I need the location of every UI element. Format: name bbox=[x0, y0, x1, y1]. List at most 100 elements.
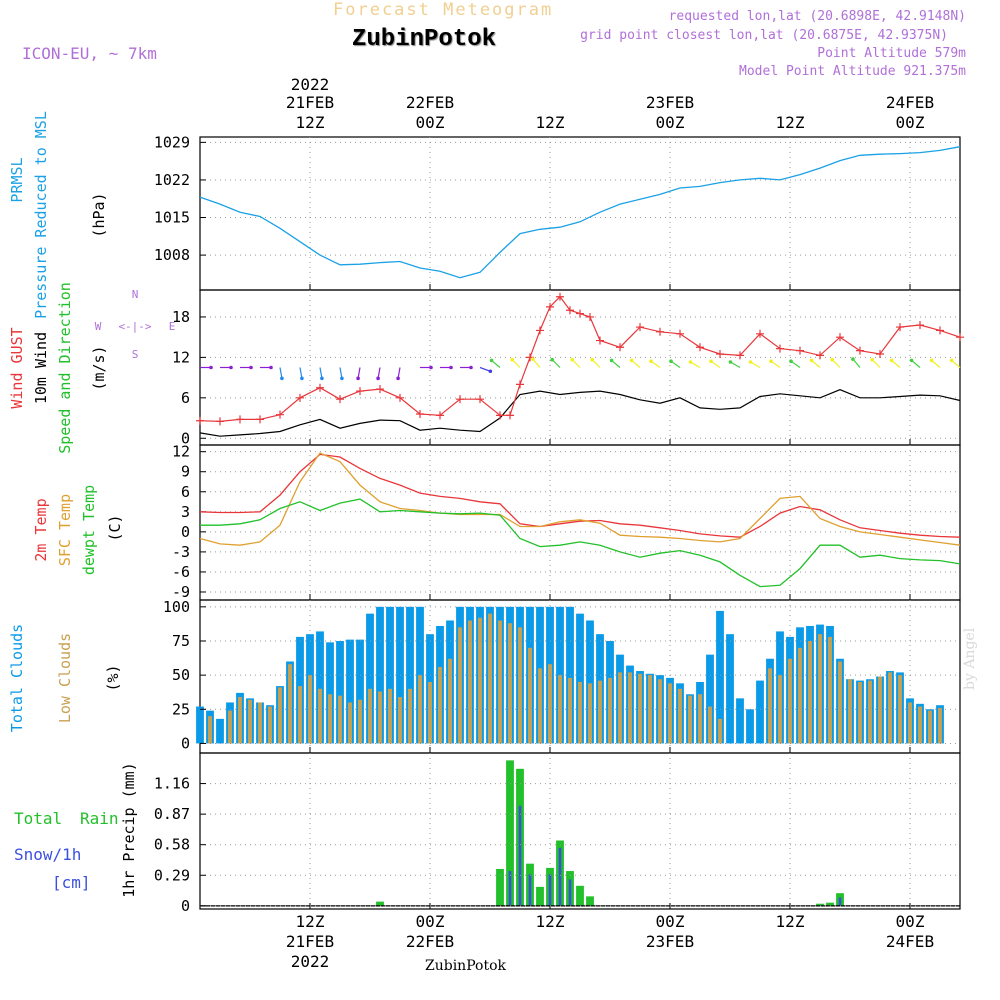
closest-coords: grid point closest lon,lat (20.6875E, 42… bbox=[580, 28, 948, 43]
wind-arrow-head bbox=[909, 358, 914, 363]
wind-arrow-head bbox=[550, 357, 555, 362]
pressure-unit: (hPa) bbox=[90, 192, 108, 237]
wind-arrow-head bbox=[590, 357, 595, 362]
top-hour-label: 00Z bbox=[656, 113, 685, 132]
wind-label: 10m Wind bbox=[32, 332, 50, 404]
model-name: ICON-EU, ~ 7km bbox=[22, 44, 157, 63]
total-cloud-bar bbox=[586, 620, 594, 744]
top-hour-label: 12Z bbox=[776, 113, 805, 132]
precip-total-bar bbox=[816, 903, 824, 906]
low-cloud-bar bbox=[808, 640, 812, 744]
value-tick-label: 25 bbox=[172, 700, 190, 718]
gust-marker bbox=[376, 385, 384, 394]
gust-marker bbox=[656, 327, 664, 336]
product-title: Forecast Meteogram bbox=[333, 0, 554, 20]
precip-total-bar bbox=[376, 901, 384, 906]
low-cloud-bar bbox=[918, 706, 922, 744]
wind-arrow-head bbox=[510, 357, 515, 362]
gust-marker bbox=[876, 350, 884, 359]
low-cloud-bar bbox=[488, 613, 492, 744]
value-tick-label: 0.58 bbox=[154, 836, 190, 854]
low-cloud-bar bbox=[628, 672, 632, 744]
station-title: ZubinPotok bbox=[352, 26, 497, 53]
value-tick-label: 0.29 bbox=[154, 866, 190, 884]
wind-arrow-head bbox=[300, 376, 304, 381]
gust-marker bbox=[586, 312, 594, 321]
wind-arrow-head bbox=[570, 357, 575, 362]
model-altitude: Model Point Altitude 921.375m bbox=[739, 64, 966, 79]
total-cloud-bar bbox=[316, 631, 324, 744]
wind-direction-arrow bbox=[852, 358, 861, 368]
bottom-date-label: 22FEB bbox=[406, 932, 454, 951]
panel-frame-4 bbox=[199, 752, 961, 910]
gust-marker bbox=[736, 351, 744, 360]
low-cloud-bar bbox=[358, 699, 362, 744]
wind-arrow-head bbox=[851, 357, 855, 361]
gust-marker bbox=[516, 380, 524, 389]
wind-arrow-head bbox=[340, 376, 344, 381]
wind-arrow-head bbox=[429, 365, 433, 370]
gust-marker bbox=[436, 411, 444, 420]
wind-direction-arrow bbox=[690, 361, 701, 369]
total-cloud-bar bbox=[726, 634, 734, 744]
wind-arrow-head bbox=[830, 357, 835, 362]
total-cloud-label: Total Clouds bbox=[8, 624, 26, 732]
low-cloud-bar bbox=[638, 673, 642, 744]
gust-marker bbox=[896, 323, 904, 332]
gust-marker bbox=[676, 329, 684, 338]
low-cloud-bar bbox=[588, 683, 592, 744]
precip-total-bar bbox=[826, 902, 834, 906]
wind-direction-arrow bbox=[650, 360, 661, 368]
gust-marker bbox=[536, 326, 544, 335]
low-cloud-bar bbox=[388, 688, 392, 744]
gust-marker bbox=[576, 309, 584, 318]
low-cloud-bar bbox=[868, 680, 872, 744]
value-tick-label: -9 bbox=[172, 583, 190, 601]
compass-north: N bbox=[132, 288, 139, 301]
gust-marker bbox=[476, 395, 484, 404]
total-cloud-bar bbox=[736, 698, 744, 744]
low-cloud-bar bbox=[398, 696, 402, 744]
precip-total-label: Total bbox=[14, 809, 62, 828]
value-tick-label: 100 bbox=[163, 598, 190, 616]
wind-arrow-head bbox=[789, 359, 793, 363]
low-cloud-bar bbox=[208, 716, 212, 744]
snow-bar bbox=[838, 897, 842, 906]
wind-direction-arrow bbox=[397, 367, 401, 379]
wind-speed-line bbox=[199, 389, 961, 437]
gust-marker bbox=[396, 393, 404, 402]
wind-arrow-head bbox=[649, 359, 653, 363]
temp-sfc-line bbox=[199, 452, 961, 546]
value-tick-label: 0.87 bbox=[154, 805, 190, 823]
wind-arrow-head bbox=[396, 376, 400, 381]
top-date-label: 21FEB bbox=[286, 93, 334, 112]
wind-direction-arrow bbox=[770, 360, 781, 368]
wind-direction-arrow bbox=[491, 359, 501, 368]
low-cloud-bar bbox=[788, 658, 792, 744]
gust-marker bbox=[556, 292, 564, 301]
total-cloud-bar bbox=[716, 610, 724, 744]
total-cloud-bar bbox=[336, 640, 344, 744]
total-cloud-bar bbox=[346, 639, 354, 744]
low-cloud-bar bbox=[458, 627, 462, 744]
temp-sfc-label: SFC Temp bbox=[56, 494, 74, 566]
wind-arrow-head bbox=[949, 358, 954, 363]
snow-label: Snow/1h bbox=[14, 845, 81, 864]
value-tick-label: 0 bbox=[181, 429, 190, 447]
precip-total-bar bbox=[576, 885, 584, 906]
wind-direction-arrow bbox=[790, 360, 801, 368]
wind-arrow-head bbox=[280, 376, 284, 381]
gust-marker bbox=[216, 417, 224, 426]
total-cloud-bar bbox=[196, 706, 204, 744]
bottom-hour-label: 12Z bbox=[296, 912, 325, 931]
wind-direction-arrow bbox=[811, 359, 821, 368]
low-cloud-bar bbox=[878, 676, 882, 744]
low-cloud-bar bbox=[678, 688, 682, 744]
gust-marker bbox=[546, 302, 554, 311]
footer-station: ZubinPotok bbox=[425, 958, 507, 974]
low-cloud-bar bbox=[608, 677, 612, 744]
pressure-label-long: Pressure Reduced to MSL bbox=[32, 111, 50, 319]
wind-arrow-head bbox=[769, 359, 773, 363]
total-cloud-bar bbox=[326, 642, 334, 744]
low-cloud-bar bbox=[368, 688, 372, 744]
